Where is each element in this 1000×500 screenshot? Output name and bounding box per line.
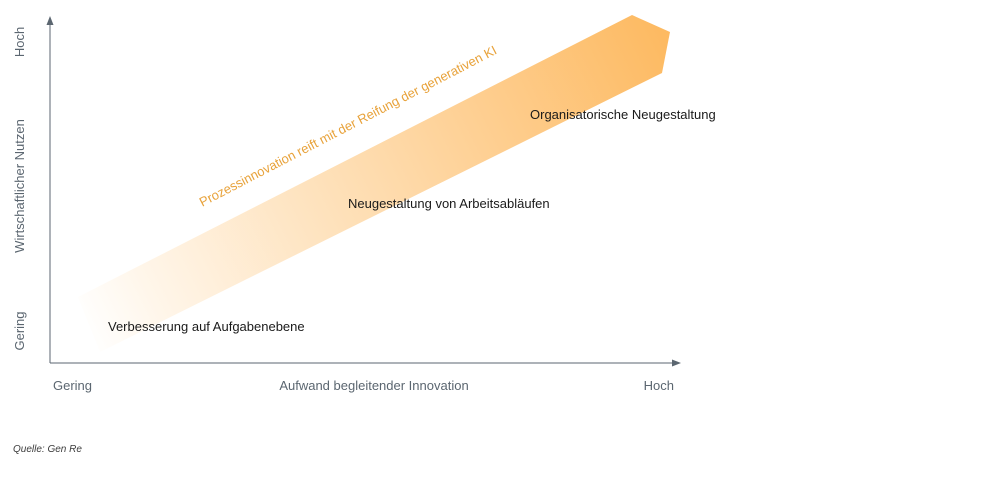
x-axis-title: Aufwand begleitender Innovation: [279, 378, 468, 393]
x-axis-arrowhead: [672, 359, 681, 367]
x-axis-high-label: Hoch: [644, 378, 674, 393]
stage-label-task: Verbesserung auf Aufgabenebene: [108, 319, 305, 334]
y-axis-arrowhead: [46, 16, 54, 25]
stage-label-workflow: Neugestaltung von Arbeitsabläufen: [348, 196, 550, 211]
maturity-arrow: [78, 15, 670, 352]
y-axis-title: Wirtschaftlicher Nutzen: [12, 119, 27, 253]
stage-label-organisation: Organisatorische Neugestaltung: [530, 107, 716, 122]
y-axis-low-label: Gering: [12, 311, 27, 350]
y-axis-high-label: Hoch: [12, 27, 27, 57]
source-note: Quelle: Gen Re: [13, 444, 82, 455]
axes: [46, 16, 681, 367]
x-axis-low-label: Gering: [53, 378, 92, 393]
